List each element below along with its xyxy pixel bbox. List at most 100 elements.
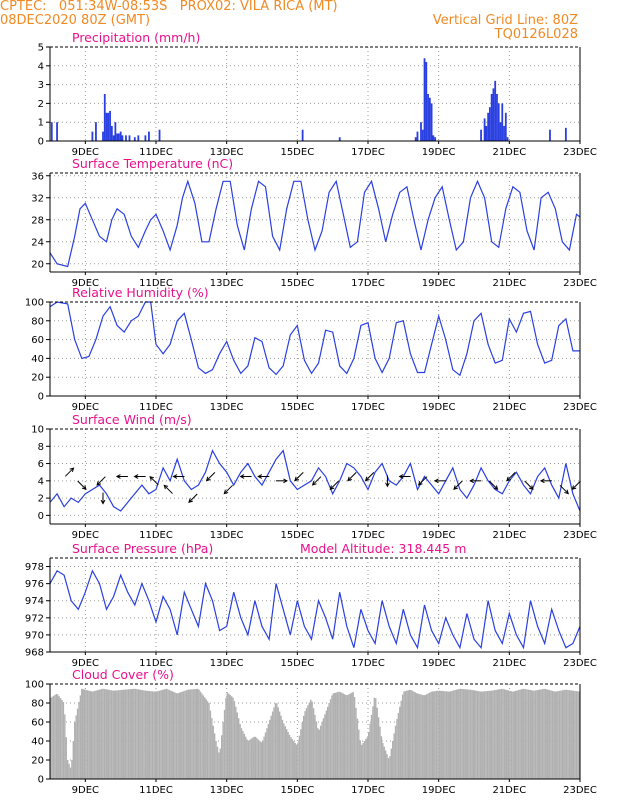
- cloud-area-bar: [229, 694, 231, 779]
- cloud-area-bar: [560, 690, 562, 779]
- cloud-area-bar: [139, 689, 141, 779]
- precip-bar: [483, 118, 486, 141]
- cloud-area-bar: [401, 694, 404, 779]
- cloud-area-bar: [554, 691, 556, 779]
- cloud-area-bar: [384, 750, 387, 779]
- cloud-xtick-label: 23DEC: [563, 785, 597, 796]
- wind-ytick-label: 10: [31, 425, 44, 436]
- cloud-area-bar: [558, 690, 561, 779]
- wind-arrow-head: [133, 474, 139, 479]
- wind-arrow-head: [364, 476, 370, 482]
- cloud-area-bar: [485, 691, 487, 779]
- cloud-area-bar: [109, 690, 111, 779]
- cloud-area-bar: [424, 695, 426, 779]
- cloud-area-bar: [237, 718, 240, 779]
- cloud-area-bar: [189, 689, 192, 779]
- cloud-area-bar: [185, 690, 188, 779]
- precip-bar: [427, 94, 429, 141]
- cloud-area-bar: [440, 690, 442, 779]
- cloud-area-bar: [380, 736, 383, 779]
- precip-bar: [56, 122, 58, 141]
- cloud-area-bar: [336, 692, 339, 779]
- cloud-area-bar: [499, 689, 501, 779]
- cloud-area-bar: [366, 737, 368, 779]
- cloud-area-bar: [345, 695, 347, 779]
- wind-xtick-label: 9DEC: [72, 530, 99, 541]
- cloud-area-bar: [575, 691, 578, 779]
- cloud-area-bar: [524, 689, 527, 779]
- cloud-area-bar: [548, 690, 551, 779]
- cloud-area-bar: [466, 689, 469, 779]
- cloud-area-bar: [98, 689, 100, 779]
- cloud-area-bar: [198, 689, 200, 779]
- cloud-area-bar: [96, 690, 99, 779]
- wind-xtick-label: 21DEC: [492, 530, 526, 541]
- cloud-area-bar: [505, 689, 507, 779]
- cloud-area-bar: [281, 719, 284, 779]
- cloud-area-bar: [342, 693, 344, 779]
- cloud-area-bar: [565, 689, 568, 779]
- cloud-area-bar: [74, 722, 76, 779]
- cloud-area-bar: [574, 690, 576, 779]
- cloud-area-bar: [89, 691, 91, 779]
- cloud-area-bar: [136, 689, 138, 779]
- cloud-area-bar: [245, 736, 247, 779]
- cloud-area-bar: [102, 688, 104, 779]
- cloud-area-bar: [250, 738, 253, 779]
- rh-xtick-label: 9DEC: [72, 402, 99, 413]
- cloud-ytick-label: 80: [31, 699, 44, 710]
- cloud-area-bar: [539, 689, 541, 779]
- cloud-area-bar: [130, 689, 132, 779]
- cloud-area-bar: [534, 690, 537, 779]
- cloud-area-bar: [264, 732, 267, 779]
- wind-xtick-label: 19DEC: [422, 530, 456, 541]
- cloud-area-bar: [348, 694, 350, 779]
- cloud-area-bar: [372, 706, 374, 779]
- cloud-area-bar: [170, 690, 172, 779]
- temp-xtick-label: 15DEC: [280, 278, 314, 289]
- rh-xtick-label: 13DEC: [210, 402, 244, 413]
- cloud-area-bar: [302, 715, 305, 779]
- wind-arrow-head: [205, 476, 211, 482]
- cloud-area-bar: [411, 690, 414, 779]
- cloud-area-bar: [356, 718, 359, 779]
- cloud-xtick-label: 21DEC: [492, 785, 526, 796]
- temp-xtick-label: 19DEC: [422, 278, 456, 289]
- precip-xtick-label: 17DEC: [351, 147, 385, 158]
- wind-arrow-head: [329, 485, 335, 490]
- cloud-area-bar: [310, 699, 312, 779]
- cloud-xtick-label: 9DEC: [72, 785, 99, 796]
- cloud-area-bar: [328, 703, 330, 779]
- rh-ytick-label: 60: [31, 335, 44, 346]
- temp-xtick-label: 11DEC: [139, 278, 173, 289]
- cloud-area-bar: [160, 690, 162, 779]
- precip-xtick-label: 23DEC: [563, 147, 597, 158]
- cloud-area-bar: [223, 709, 226, 779]
- cloud-area-bar: [407, 690, 409, 779]
- cloud-area-bar: [211, 718, 213, 779]
- cloud-area-bar: [259, 740, 261, 779]
- rh-ytick-label: 0: [38, 392, 44, 403]
- cloud-area-bar: [373, 697, 376, 779]
- cloud-area-bar: [287, 731, 289, 779]
- cloud-area-bar: [164, 689, 166, 779]
- cloud-area-bar: [305, 708, 308, 779]
- precip-bar: [103, 94, 106, 141]
- cloud-area-bar: [462, 689, 465, 779]
- wind-arrow-head: [506, 476, 511, 482]
- cloud-area-bar: [286, 729, 288, 779]
- precip-bar: [301, 129, 304, 141]
- wind-ytick-label: 2: [38, 494, 44, 505]
- wind-arrow-head: [347, 476, 352, 482]
- cloud-area-bar: [233, 701, 236, 779]
- cloud-area-bar: [294, 742, 296, 779]
- cloud-area-bar: [483, 691, 486, 779]
- cloud-area-bar: [71, 760, 73, 779]
- wind-arrow-head: [149, 475, 155, 481]
- cloud-area-bar: [172, 691, 175, 779]
- wind-arrow-head: [311, 480, 317, 486]
- cloud-area-bar: [533, 690, 535, 779]
- cloud-area-bar: [174, 692, 176, 779]
- wind-arrow-head: [257, 474, 263, 479]
- cloud-area-bar: [242, 731, 244, 779]
